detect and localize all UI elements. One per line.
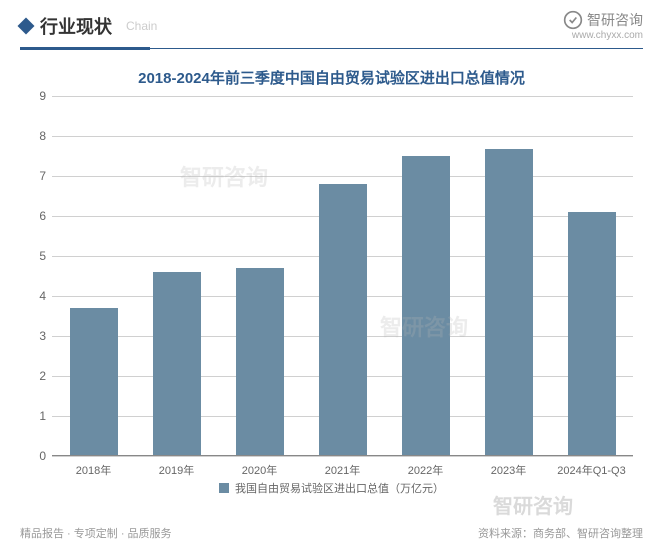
bar-slot	[301, 96, 384, 456]
bar	[153, 272, 201, 456]
bar-slot	[550, 96, 633, 456]
footer-right: 资料来源：商务部、智研咨询整理	[478, 525, 643, 541]
grid-line	[52, 456, 633, 457]
bar	[319, 184, 367, 456]
footer: 精品报告 · 专项定制 · 品质服务 资料来源：商务部、智研咨询整理	[20, 525, 643, 541]
y-tick-label: 4	[20, 289, 46, 303]
bar	[485, 149, 533, 456]
bar-slot	[384, 96, 467, 456]
bar	[568, 212, 616, 456]
y-tick-label: 8	[20, 129, 46, 143]
legend-text: 我国自由贸易试验区进出口总值（万亿元）	[235, 480, 444, 496]
x-tick-label: 2018年	[52, 462, 135, 478]
x-tick-label: 2023年	[467, 462, 550, 478]
x-tick-label: 2022年	[384, 462, 467, 478]
header-title: 行业现状	[40, 13, 112, 39]
logo-box: 智研咨询 www.chyxx.com	[563, 10, 643, 41]
y-tick-label: 6	[20, 209, 46, 223]
y-tick-label: 5	[20, 249, 46, 263]
bar-slot	[218, 96, 301, 456]
bar-slot	[135, 96, 218, 456]
bars-container	[52, 96, 633, 456]
y-tick-label: 0	[20, 449, 46, 463]
header-left: 行业现状 Chain	[20, 13, 157, 39]
y-tick-label: 2	[20, 369, 46, 383]
y-tick-label: 9	[20, 89, 46, 103]
y-tick-label: 3	[20, 329, 46, 343]
divider	[20, 48, 643, 49]
x-labels: 2018年2019年2020年2021年2022年2023年2024年Q1-Q3	[52, 462, 633, 478]
legend-box-icon	[219, 483, 229, 493]
bar-slot	[52, 96, 135, 456]
x-tick-label: 2024年Q1-Q3	[550, 462, 633, 478]
chart-area: 0123456789 2018年2019年2020年2021年2022年2023…	[20, 96, 643, 496]
logo-url: www.chyxx.com	[563, 30, 643, 41]
logo-text: 智研咨询	[587, 10, 643, 30]
header: 行业现状 Chain 智研咨询 www.chyxx.com	[0, 0, 663, 46]
x-tick-label: 2019年	[135, 462, 218, 478]
bar	[70, 308, 118, 456]
y-tick-label: 7	[20, 169, 46, 183]
x-axis	[52, 455, 633, 456]
x-tick-label: 2021年	[301, 462, 384, 478]
x-tick-label: 2020年	[218, 462, 301, 478]
diamond-icon	[18, 17, 35, 34]
footer-left: 精品报告 · 专项定制 · 品质服务	[20, 525, 172, 541]
bar	[402, 156, 450, 456]
y-tick-label: 1	[20, 409, 46, 423]
legend: 我国自由贸易试验区进出口总值（万亿元）	[20, 480, 643, 496]
chart-title: 2018-2024年前三季度中国自由贸易试验区进出口总值情况	[0, 67, 663, 88]
bar-slot	[467, 96, 550, 456]
header-subtitle: Chain	[126, 19, 157, 33]
logo-icon	[563, 10, 583, 30]
bar	[236, 268, 284, 456]
